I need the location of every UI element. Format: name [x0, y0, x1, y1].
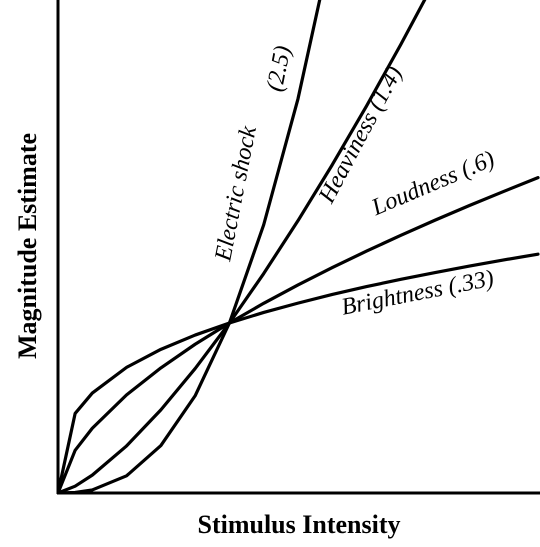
- plot-area: [58, 0, 540, 494]
- series-exponent: (.33): [446, 266, 496, 300]
- series-line: [58, 0, 322, 494]
- series-label: Brightness (.33): [339, 266, 496, 321]
- y-axis-title: Magnitude Estimate: [13, 133, 42, 359]
- series-line: [58, 252, 540, 494]
- series-name: Electric shock: [210, 124, 262, 264]
- series-name: Heaviness: [314, 108, 384, 208]
- series-exponent: (.6): [457, 146, 498, 183]
- series-labels: Electric shock(2.5) Heaviness (1.4) Loudne…: [210, 44, 498, 321]
- series-exponent: (2.5): [262, 44, 296, 94]
- x-axis-title: Stimulus Intensity: [198, 510, 401, 539]
- series-exponent: (1.4): [363, 62, 408, 115]
- series-line: [58, 176, 540, 494]
- series-name: Loudness: [367, 162, 462, 222]
- series-label: Loudness (.6): [367, 146, 498, 221]
